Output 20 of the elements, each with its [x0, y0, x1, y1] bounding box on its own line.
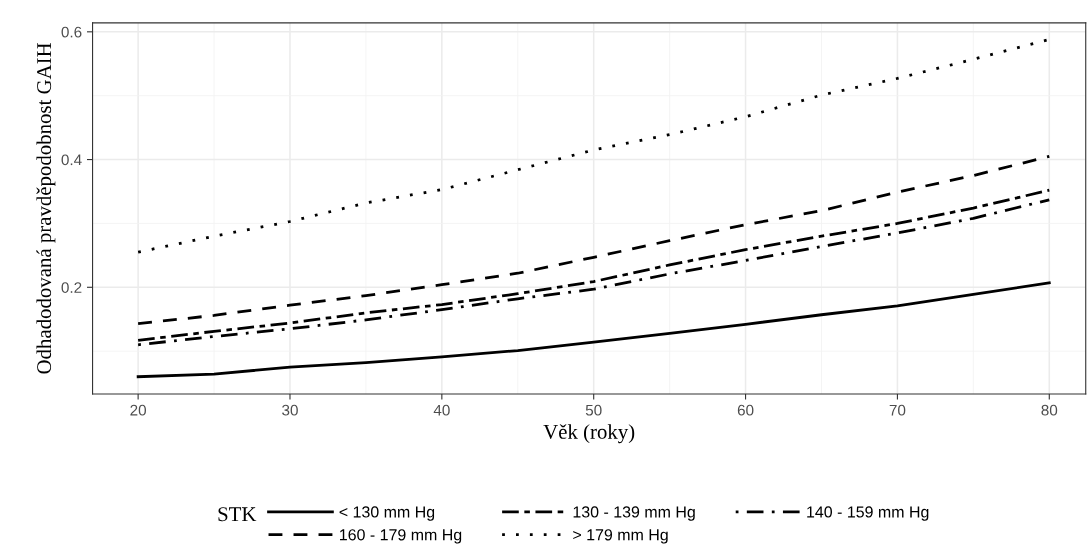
legend-title: STK [218, 507, 257, 522]
y-tick-label: 0.6 [61, 26, 82, 38]
x-axis-title: Věk (roky) [543, 424, 635, 444]
x-tick-label: 60 [737, 404, 754, 416]
y-tick-label: 0.2 [61, 282, 82, 293]
x-tick-label: 50 [585, 404, 602, 416]
legend-label: 140 - 159 mm Hg [807, 506, 929, 521]
x-tick-label: 20 [130, 404, 147, 416]
legend-label: 160 - 179 mm Hg [340, 529, 462, 544]
legend-label: < 130 mm Hg [339, 506, 435, 521]
x-tick-label: 40 [433, 404, 450, 416]
legend-label: > 179 mm Hg [573, 529, 668, 544]
line-series [136, 281, 1051, 379]
y-axis-title: Odhadodovaná pravděpodobnost GAIH [36, 42, 56, 374]
legend-label: 130 - 139 mm Hg [573, 506, 695, 521]
x-tick-label: 70 [889, 404, 906, 416]
x-tick-label: 80 [1041, 404, 1058, 416]
y-tick-label: 0.4 [61, 154, 82, 166]
x-tick-label: 30 [282, 404, 298, 416]
line-series [136, 154, 1051, 326]
